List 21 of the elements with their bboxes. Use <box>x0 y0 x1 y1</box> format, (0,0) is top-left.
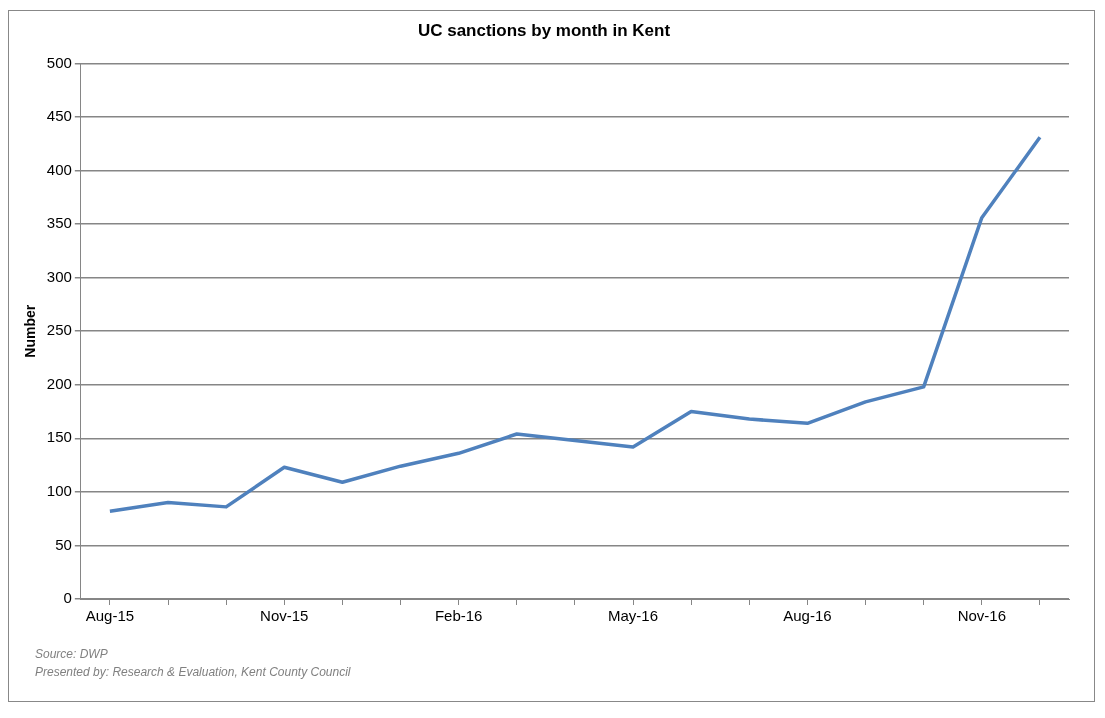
y-tick-label: 400 <box>46 160 72 178</box>
x-tick-label: Aug-16 <box>783 607 832 625</box>
y-axis-title: Number <box>22 304 39 358</box>
y-tick-label: 450 <box>46 107 72 125</box>
chart-title: UC sanctions by month in Kent <box>417 20 671 40</box>
y-tick-label: 150 <box>46 428 72 446</box>
x-tick-label: Nov-15 <box>260 607 309 625</box>
y-tick-label: 200 <box>46 374 72 392</box>
y-tick-label: 100 <box>46 482 72 500</box>
x-tick-label: Aug-15 <box>85 607 135 625</box>
y-tick-label: 250 <box>46 321 72 339</box>
text: Presented by: Research & Evaluation, Kent County Council <box>35 664 351 681</box>
y-tick-label: 50 <box>55 535 72 553</box>
x-tick-label: Nov-16 <box>957 607 1006 625</box>
source-note: Source: DWP <box>35 646 109 663</box>
x-tick-label: May-16 <box>608 607 659 625</box>
y-tick-label: 300 <box>46 267 72 285</box>
y-tick-label: 350 <box>46 214 72 232</box>
x-tick-label: Feb-16 <box>434 607 483 625</box>
y-tick-label: 500 <box>46 53 72 71</box>
y-tick-label: 0 <box>63 589 72 607</box>
